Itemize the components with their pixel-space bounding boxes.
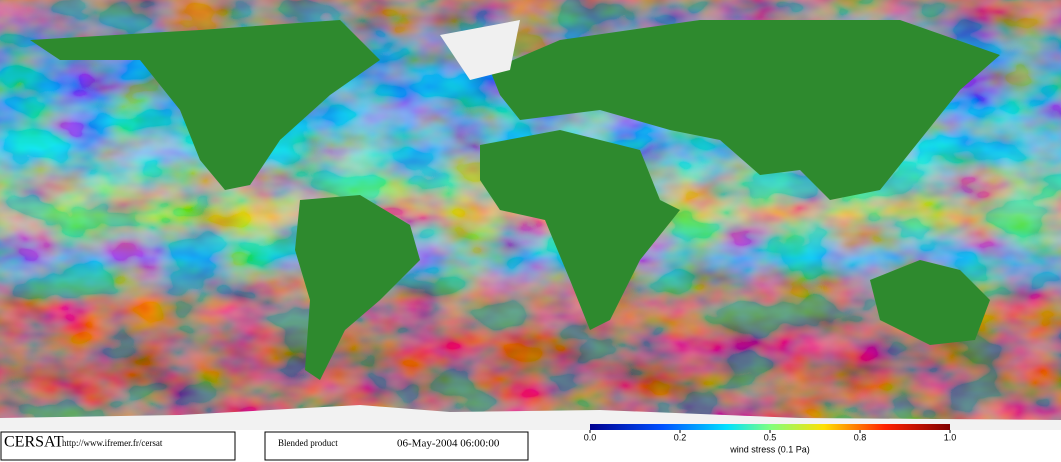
colorbar-tick-label: 1.0 [944, 432, 957, 442]
land [30, 20, 1000, 380]
logo-box [0, 431, 236, 461]
colorbar-tick-label: 0.5 [764, 432, 777, 442]
antarctica [0, 405, 1061, 430]
product-name: Blended product [278, 438, 338, 448]
url: http://www.ifremer.fr/cersat [62, 438, 163, 448]
colorbar-tick-label: 0.0 [584, 432, 597, 442]
colorbar-tick-label: 0.8 [854, 432, 867, 442]
colorbar-label: wind stress (0.1 Pa) [729, 444, 810, 454]
colorbar-tick-label: 0.2 [674, 432, 687, 442]
logo: CERSAT [4, 434, 64, 451]
product-date: 06-May-2004 06:00:00 [397, 438, 500, 450]
colorbar [590, 424, 950, 430]
map [0, 0, 1061, 430]
product-box [264, 431, 529, 461]
